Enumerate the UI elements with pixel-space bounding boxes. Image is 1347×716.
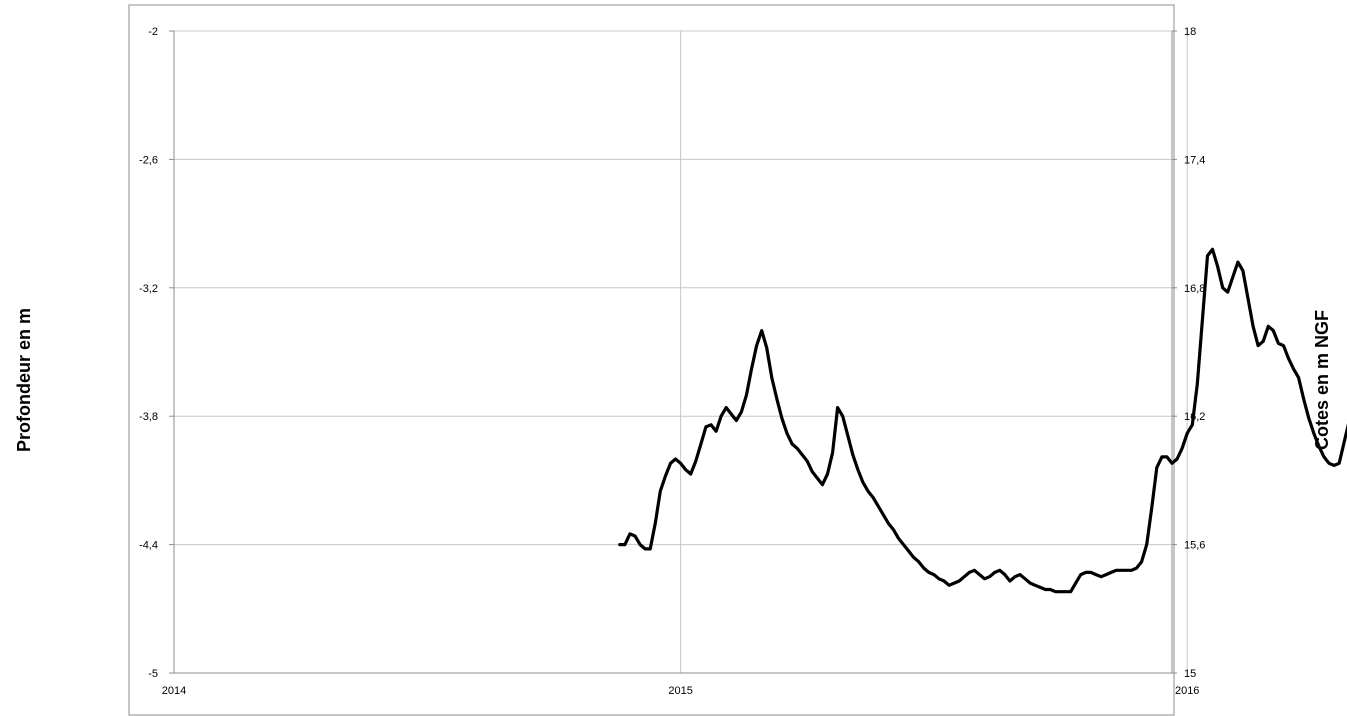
series-line — [618, 247, 1347, 594]
x-tick-label: 2015 — [668, 685, 692, 697]
x-tick-label: 2014 — [162, 685, 186, 697]
x-axis-ticks: 2014 2015 2016 — [162, 685, 1200, 697]
y2-axis-title: Cotes en m NGF — [1312, 310, 1332, 450]
x-tick-label: 2016 — [1175, 685, 1199, 697]
y-tick-label: -4,4 — [139, 540, 158, 552]
y-axis-ticks: -5 -4,4 -3,8 -3,2 -2,6 -2 — [139, 26, 174, 680]
y2-tick-label: 15,6 — [1184, 540, 1205, 552]
y2-tick-label: 16,8 — [1184, 283, 1205, 295]
y-tick-label: -3,2 — [139, 283, 158, 295]
y2-tick-label: 18 — [1184, 26, 1196, 38]
y2-tick-label: 17,4 — [1184, 154, 1205, 166]
y-tick-label: -3,8 — [139, 411, 158, 423]
gridlines — [173, 30, 1188, 674]
y2-tick-label: 15 — [1184, 668, 1196, 680]
y-tick-label: -2 — [148, 26, 158, 38]
y-tick-label: -2,6 — [139, 154, 158, 166]
y-tick-label: -5 — [148, 668, 158, 680]
y-axis-title: Profondeur en m — [14, 308, 34, 452]
plot-frame — [128, 4, 1175, 716]
